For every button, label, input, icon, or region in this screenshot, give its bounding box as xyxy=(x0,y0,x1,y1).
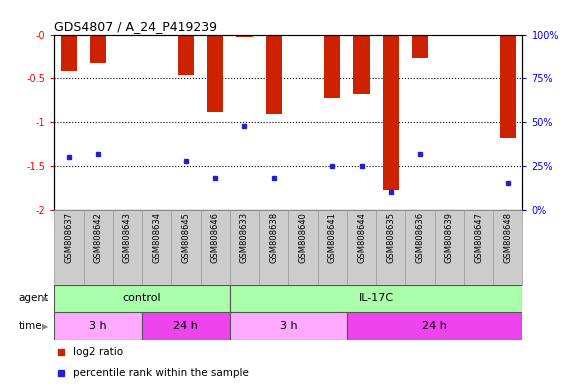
Text: GSM808646: GSM808646 xyxy=(211,212,220,263)
Bar xyxy=(83,210,112,285)
Bar xyxy=(383,35,399,190)
Bar xyxy=(54,285,230,312)
Bar xyxy=(464,210,493,285)
Bar xyxy=(266,35,282,114)
Bar xyxy=(500,35,516,138)
Text: GSM808634: GSM808634 xyxy=(152,212,161,263)
Bar xyxy=(412,35,428,58)
Bar xyxy=(171,210,200,285)
Bar xyxy=(54,312,142,340)
Bar xyxy=(230,210,259,285)
Text: GSM808636: GSM808636 xyxy=(416,212,425,263)
Bar xyxy=(90,35,106,63)
Text: 24 h: 24 h xyxy=(422,321,447,331)
Text: GSM808644: GSM808644 xyxy=(357,212,366,263)
Bar xyxy=(435,210,464,285)
Text: percentile rank within the sample: percentile rank within the sample xyxy=(73,368,249,378)
Bar xyxy=(405,210,435,285)
Text: control: control xyxy=(123,293,162,303)
Bar xyxy=(288,210,317,285)
Text: GSM808633: GSM808633 xyxy=(240,212,249,263)
Bar xyxy=(230,312,347,340)
Bar xyxy=(61,35,77,71)
Bar xyxy=(142,312,230,340)
Text: GSM808642: GSM808642 xyxy=(94,212,103,263)
Text: log2 ratio: log2 ratio xyxy=(73,347,123,357)
Text: 24 h: 24 h xyxy=(174,321,198,331)
Bar xyxy=(142,210,171,285)
Text: GSM808647: GSM808647 xyxy=(474,212,483,263)
Bar xyxy=(113,210,142,285)
Text: GSM808648: GSM808648 xyxy=(503,212,512,263)
Bar xyxy=(54,210,83,285)
Text: GSM808639: GSM808639 xyxy=(445,212,454,263)
Text: GSM808643: GSM808643 xyxy=(123,212,132,263)
Bar xyxy=(317,210,347,285)
Text: GSM808641: GSM808641 xyxy=(328,212,337,263)
Bar xyxy=(259,210,288,285)
Bar xyxy=(200,210,230,285)
Text: ▶: ▶ xyxy=(42,321,49,331)
Bar xyxy=(347,312,522,340)
Bar xyxy=(324,35,340,98)
Text: GSM808645: GSM808645 xyxy=(182,212,191,263)
Text: GSM808638: GSM808638 xyxy=(269,212,278,263)
Text: GDS4807 / A_24_P419239: GDS4807 / A_24_P419239 xyxy=(54,20,217,33)
Bar xyxy=(236,35,252,37)
Text: 3 h: 3 h xyxy=(89,321,107,331)
Text: IL-17C: IL-17C xyxy=(359,293,394,303)
Text: GSM808640: GSM808640 xyxy=(299,212,308,263)
Bar xyxy=(230,285,522,312)
Bar xyxy=(347,210,376,285)
Text: ▶: ▶ xyxy=(42,294,49,303)
Bar xyxy=(353,35,369,94)
Bar xyxy=(207,35,223,112)
Bar xyxy=(376,210,405,285)
Text: GSM808637: GSM808637 xyxy=(65,212,74,263)
Text: GSM808635: GSM808635 xyxy=(386,212,395,263)
Text: time: time xyxy=(19,321,42,331)
Bar xyxy=(493,210,522,285)
Text: agent: agent xyxy=(19,293,49,303)
Text: 3 h: 3 h xyxy=(280,321,297,331)
Bar xyxy=(178,35,194,75)
